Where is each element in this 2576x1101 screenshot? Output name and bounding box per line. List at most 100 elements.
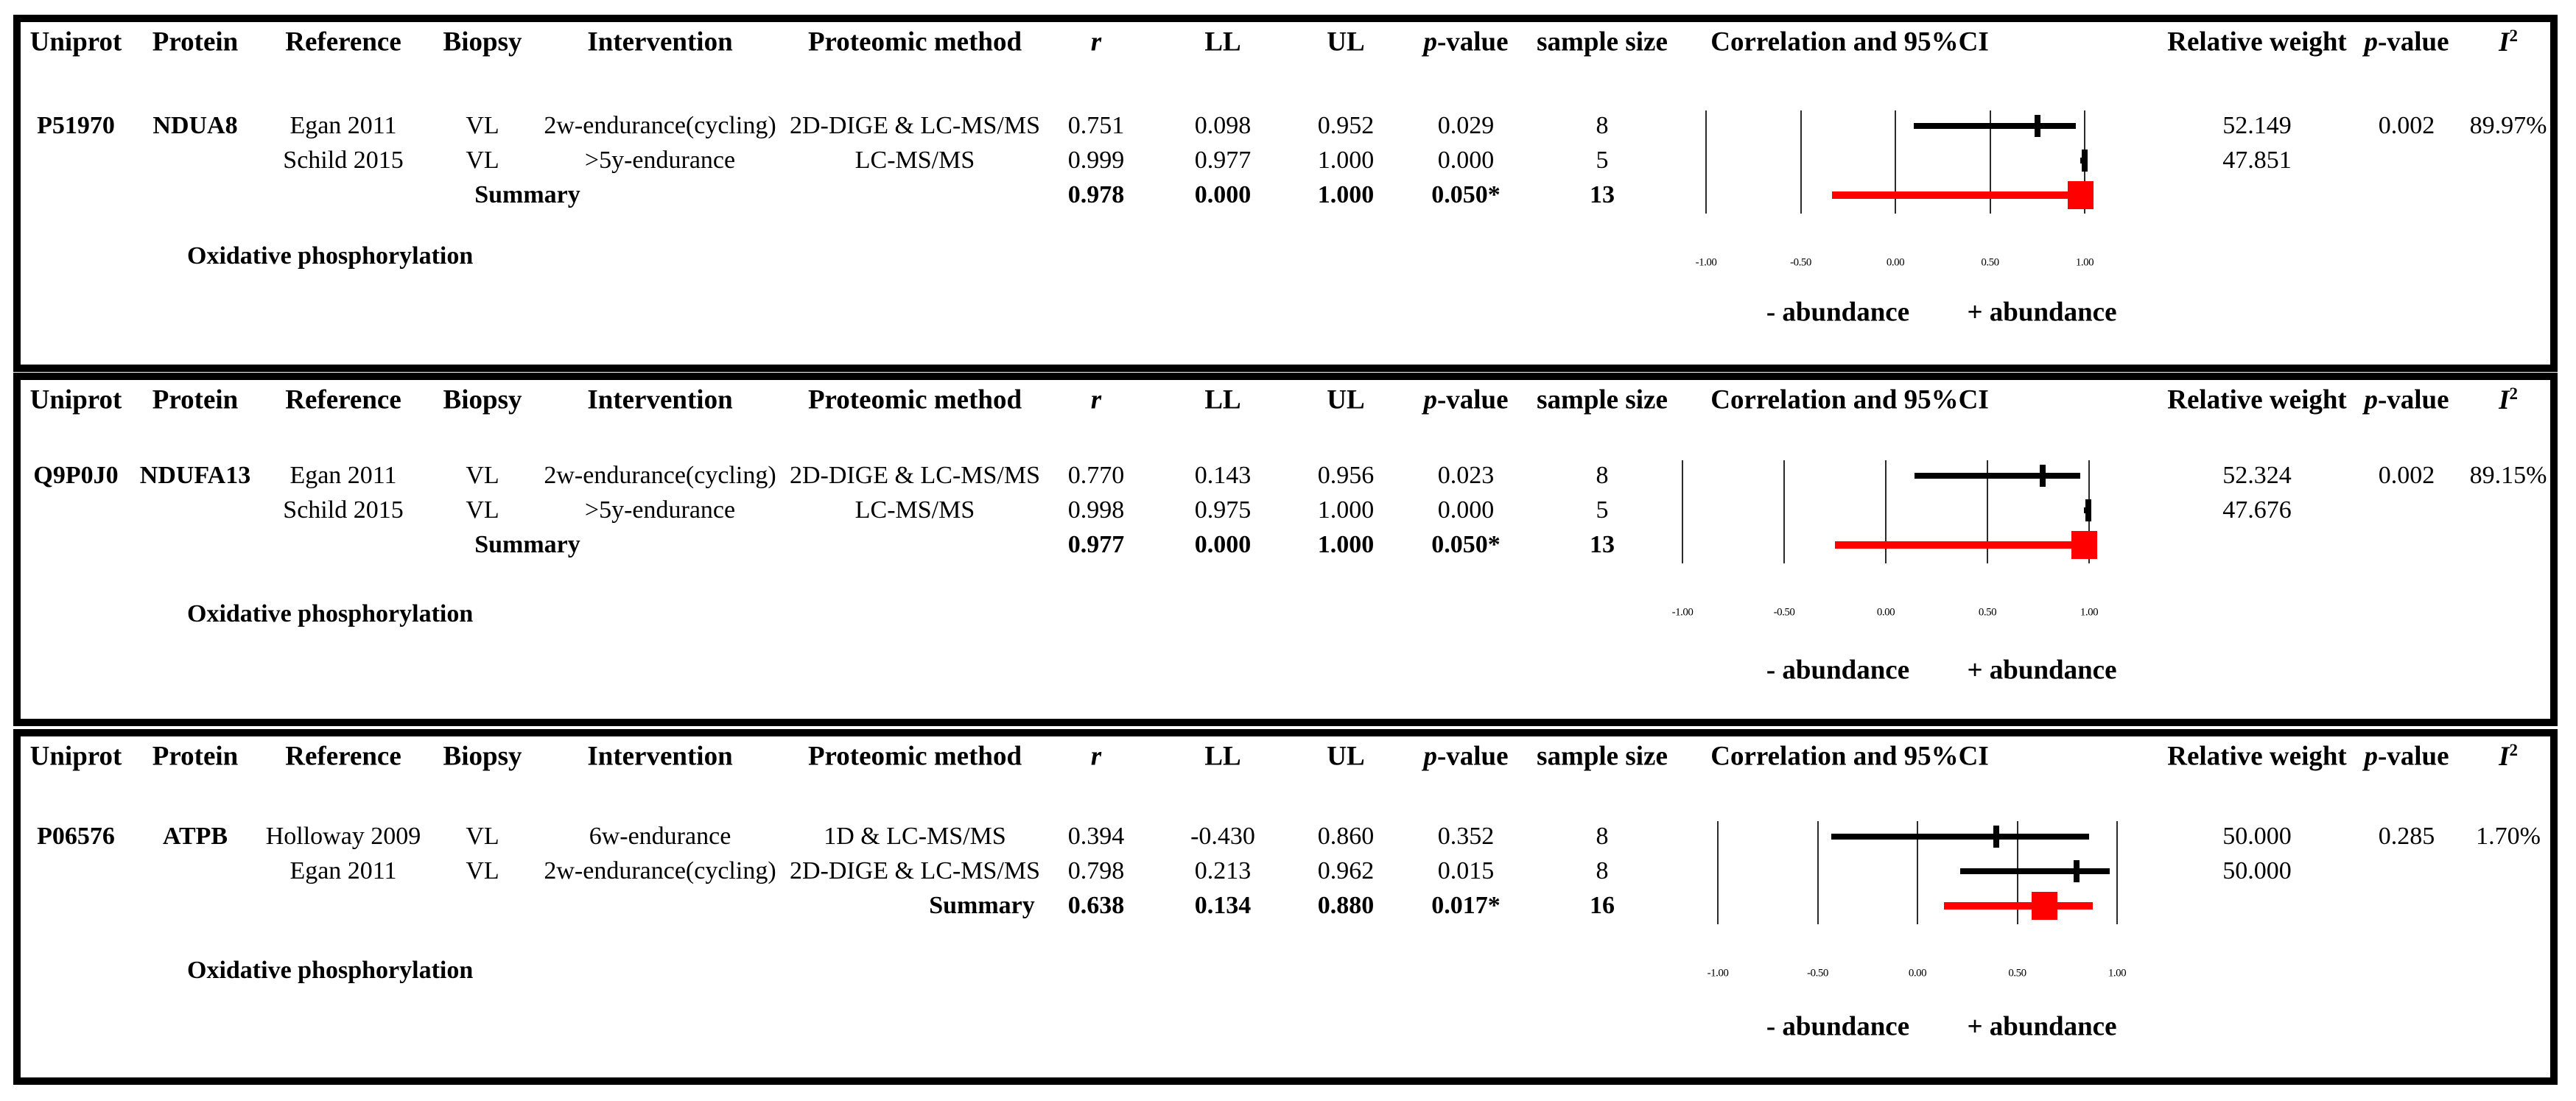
forest-study-ci-line xyxy=(1831,834,2090,840)
header-i-squared: I2 xyxy=(2499,385,2518,416)
panel-1-content: Uniprot Protein Reference Biopsy Interventio… xyxy=(21,22,2550,365)
header-r: r xyxy=(1090,27,1102,57)
header-p-value-rest: -value xyxy=(1436,27,1509,57)
i2-value: 89.97% xyxy=(2469,112,2547,139)
summary-sample-size: 13 xyxy=(1590,181,1615,208)
forest-study-point-marker xyxy=(2035,115,2040,137)
forest-axis-tick-label: -1.00 xyxy=(1671,606,1694,619)
forest-summary-point-marker xyxy=(2067,181,2094,209)
header-p-value: p-value xyxy=(1423,29,1508,56)
cell-reference: Egan 2011 xyxy=(289,112,397,139)
relative-weight-value: 47.851 xyxy=(2222,147,2292,174)
cell-r-value: 0.770 xyxy=(1067,462,1125,489)
forest-axis-tick-label: 0.50 xyxy=(2008,967,2026,979)
panel-2-content: Uniprot Protein Reference Biopsy Interventio… xyxy=(21,380,2550,719)
abundance-positive-label: + abundance xyxy=(1967,297,2117,328)
cell-proteomic-method: LC-MS/MS xyxy=(854,496,975,524)
header-ul: UL xyxy=(1327,27,1365,57)
forest-summary-point-marker xyxy=(2032,892,2058,920)
forest-gridline xyxy=(1987,460,1988,563)
summary-p-value: 0.017* xyxy=(1431,892,1501,919)
cell-p-value: 0.015 xyxy=(1437,857,1495,884)
forest-gridline xyxy=(2116,821,2118,924)
cell-biopsy: VL xyxy=(466,857,499,884)
forest-summary-ci-line xyxy=(1831,191,2085,199)
header-proteomic-method: Proteomic method xyxy=(807,27,1022,57)
model-p-value: 0.002 xyxy=(2378,112,2435,139)
forest-axis-tick-label: -1.00 xyxy=(1707,967,1729,979)
header-model-p-rest: -value xyxy=(2377,384,2449,415)
header-intervention: Intervention xyxy=(587,741,733,772)
header-i-squared-exponent: 2 xyxy=(2509,26,2518,45)
cell-ul-value: 1.000 xyxy=(1317,147,1375,174)
summary-ll-value: 0.000 xyxy=(1194,531,1252,558)
pathway-label: Oxidative phosphorylation xyxy=(187,957,474,984)
cell-intervention: >5y-endurance xyxy=(584,496,736,524)
cell-sample-size: 8 xyxy=(1596,112,1609,139)
cell-ll-value: 0.977 xyxy=(1194,147,1252,174)
summary-label: Summary xyxy=(474,181,580,208)
forest-panel-1: Uniprot Protein Reference Biopsy Interventio… xyxy=(13,15,2558,372)
forest-study-point-marker xyxy=(2039,465,2046,487)
cell-p-value: 0.000 xyxy=(1437,147,1495,174)
abundance-negative-label: - abundance xyxy=(1766,655,1910,686)
relative-weight-value: 47.676 xyxy=(2222,496,2292,524)
cell-protein-name: NDUA8 xyxy=(152,112,238,139)
cell-sample-size: 5 xyxy=(1596,496,1609,524)
cell-intervention: 6w-endurance xyxy=(589,823,731,850)
header-protein: Protein xyxy=(152,741,239,772)
cell-p-value: 0.352 xyxy=(1437,823,1495,850)
summary-sample-size: 13 xyxy=(1590,531,1615,558)
summary-ul-value: 0.880 xyxy=(1317,892,1375,919)
panel-3-content: Uniprot Protein Reference Biopsy Interventio… xyxy=(21,736,2550,1077)
cell-reference: Schild 2015 xyxy=(283,496,404,524)
header-ul: UL xyxy=(1327,384,1365,415)
header-p-value-rest: -value xyxy=(1436,384,1509,415)
header-p-value: p-value xyxy=(1423,743,1508,770)
cell-p-value: 0.029 xyxy=(1437,112,1495,139)
summary-label: Summary xyxy=(474,531,580,558)
forest-axis-tick-label: 0.00 xyxy=(1886,256,1905,269)
forest-axis-tick-label: -0.50 xyxy=(1790,256,1811,269)
cell-r-value: 0.999 xyxy=(1067,147,1125,174)
abundance-negative-label: - abundance xyxy=(1766,1011,1910,1042)
forest-gridline xyxy=(1800,110,1802,214)
forest-axis-tick-label: -1.00 xyxy=(1695,256,1717,269)
header-r: r xyxy=(1090,384,1102,415)
cell-uniprot-id: P06576 xyxy=(37,823,115,850)
header-i-squared-letter: I xyxy=(2499,385,2510,416)
header-sample-size: sample size xyxy=(1537,384,1668,415)
header-model-p-italic: p xyxy=(2364,741,2378,772)
pathway-label: Oxidative phosphorylation xyxy=(187,600,474,627)
forest-axis-tick-label: 1.00 xyxy=(2075,256,2094,269)
forest-panel-3: Uniprot Protein Reference Biopsy Interventio… xyxy=(13,729,2558,1085)
forest-axis-tick-label: 0.00 xyxy=(1876,606,1895,619)
header-protein: Protein xyxy=(152,384,239,415)
header-p-value-italic: p xyxy=(1423,384,1437,415)
header-i-squared-letter: I xyxy=(2499,27,2510,58)
cell-proteomic-method: LC-MS/MS xyxy=(854,147,975,174)
cell-biopsy: VL xyxy=(466,823,499,850)
forest-axis-tick-label: 0.50 xyxy=(1981,256,1999,269)
forest-axis-tick-label: 0.00 xyxy=(1908,967,1927,979)
abundance-negative-label: - abundance xyxy=(1766,297,1910,328)
cell-r-value: 0.751 xyxy=(1067,112,1125,139)
i2-value: 89.15% xyxy=(2469,462,2547,489)
header-intervention: Intervention xyxy=(587,27,733,57)
cell-sample-size: 8 xyxy=(1596,462,1609,489)
cell-intervention: >5y-endurance xyxy=(584,147,736,174)
summary-p-value: 0.050* xyxy=(1431,531,1501,558)
header-uniprot: Uniprot xyxy=(29,27,122,57)
header-reference: Reference xyxy=(285,741,401,772)
summary-p-value: 0.050* xyxy=(1431,181,1501,208)
header-ul: UL xyxy=(1327,741,1365,772)
header-model-p-rest: -value xyxy=(2377,27,2449,57)
abundance-positive-label: + abundance xyxy=(1967,1011,2117,1042)
summary-r-value: 0.978 xyxy=(1067,181,1125,208)
summary-r-value: 0.638 xyxy=(1067,892,1125,919)
cell-proteomic-method: 1D & LC-MS/MS xyxy=(824,823,1006,850)
header-r: r xyxy=(1090,741,1102,772)
summary-ul-value: 1.000 xyxy=(1317,181,1375,208)
summary-label: Summary xyxy=(929,892,1035,919)
